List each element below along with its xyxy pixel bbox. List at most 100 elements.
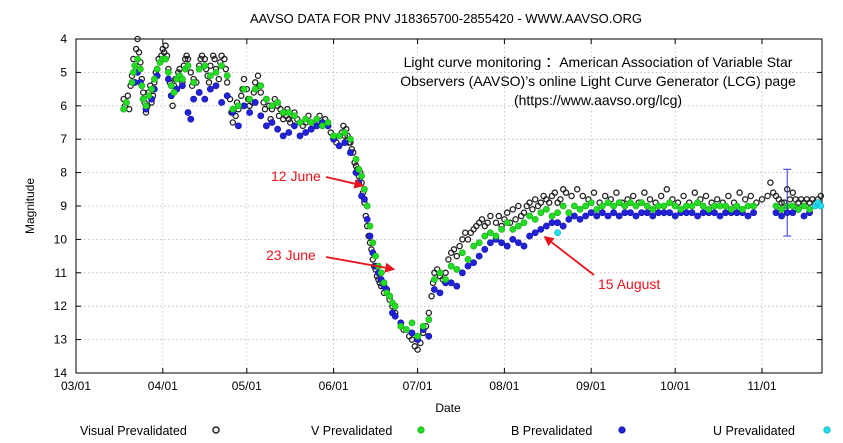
b-point xyxy=(201,95,209,103)
visual-point xyxy=(747,192,755,200)
v-point xyxy=(313,115,321,123)
b-point xyxy=(593,212,601,220)
visual-point xyxy=(201,55,209,63)
u-point xyxy=(554,229,561,237)
v-point xyxy=(279,109,287,116)
v-point xyxy=(184,62,192,70)
b-point xyxy=(464,262,472,270)
visual-point xyxy=(680,192,687,200)
b-point xyxy=(262,122,270,130)
visual-point xyxy=(492,219,500,226)
visual-point xyxy=(261,105,269,113)
b-point xyxy=(627,209,634,217)
visual-point xyxy=(428,292,435,300)
error-bars xyxy=(783,168,792,237)
visual-point xyxy=(663,186,671,193)
b-point xyxy=(744,212,752,220)
visual-point xyxy=(590,189,598,196)
b-point xyxy=(470,259,477,267)
v-point xyxy=(341,129,349,136)
b-point xyxy=(313,122,321,130)
v-point xyxy=(408,319,416,327)
v-point xyxy=(643,202,651,210)
annotation-15-august-arrow xyxy=(550,241,595,276)
b-point xyxy=(655,209,662,217)
b-point xyxy=(660,209,668,217)
b-point xyxy=(638,209,645,217)
v-point xyxy=(274,99,281,106)
visual-point xyxy=(211,55,218,63)
v-point xyxy=(464,256,472,263)
visual-point xyxy=(758,196,766,203)
annotations: 12 June 23 June 15 August xyxy=(266,168,660,292)
v-point xyxy=(419,322,427,330)
v-point xyxy=(129,69,137,76)
v-point xyxy=(548,212,556,220)
annotation-12-june-arrow xyxy=(325,176,355,185)
v-point xyxy=(503,219,511,227)
visual-point xyxy=(205,79,213,86)
b-point xyxy=(582,212,589,220)
v-point xyxy=(677,205,685,213)
v-point xyxy=(699,202,707,210)
v-point xyxy=(604,199,612,207)
visual-point xyxy=(221,55,228,63)
v-point xyxy=(571,202,578,210)
visual-point xyxy=(209,52,217,59)
b-point xyxy=(699,209,707,217)
v-point xyxy=(134,55,141,63)
visual-point xyxy=(789,189,797,196)
visual-point xyxy=(713,196,721,203)
v-point xyxy=(142,102,150,110)
visual-point xyxy=(135,49,143,56)
v-point xyxy=(543,205,550,213)
visual-point xyxy=(254,72,262,79)
b-point xyxy=(486,239,494,247)
v-point xyxy=(722,202,729,210)
legend: Visual Prevalidated V Prevalidated B Pre… xyxy=(80,424,831,438)
b-point xyxy=(257,112,265,120)
b-point xyxy=(683,209,690,217)
v-point xyxy=(178,75,186,83)
b-point xyxy=(307,125,315,133)
visual-point xyxy=(503,209,511,216)
b-point xyxy=(240,102,248,110)
visual-point xyxy=(568,192,575,200)
legend-item-b: B Prevalidated xyxy=(511,424,626,438)
v-point xyxy=(195,65,203,73)
v-point xyxy=(727,205,735,213)
b-point xyxy=(190,95,197,103)
b-point xyxy=(475,252,483,260)
v-point xyxy=(425,316,433,323)
v-point xyxy=(772,202,780,210)
v-point xyxy=(120,105,127,113)
y-axis-label: Magnitude xyxy=(23,178,37,234)
v-point xyxy=(705,205,713,213)
visual-point xyxy=(414,346,421,353)
note-line-2: Observers (AAVSO)’s online Light Curve G… xyxy=(400,73,796,89)
visual-point xyxy=(702,192,710,200)
x-tick-label: 10/01 xyxy=(660,379,690,393)
v-point xyxy=(352,155,360,163)
b-point xyxy=(436,289,444,297)
v-point xyxy=(268,102,276,110)
visual-point xyxy=(545,199,553,206)
b-point xyxy=(498,239,505,247)
v-point xyxy=(346,135,354,143)
b-point xyxy=(164,75,172,83)
legend-label-visual: Visual Prevalidated xyxy=(80,424,187,438)
b-point xyxy=(666,209,673,217)
v-point xyxy=(453,266,461,273)
b-point xyxy=(515,239,522,247)
y-tick-label: 11 xyxy=(55,266,68,280)
x-tick-label: 03/01 xyxy=(61,379,91,393)
visual-point xyxy=(629,192,637,200)
v-point xyxy=(492,232,500,240)
b-point xyxy=(335,142,343,150)
v-point xyxy=(739,205,746,213)
v-point xyxy=(212,69,220,76)
visual-point xyxy=(251,79,259,86)
x-axis: 03/01 04/01 05/01 06/01 07/01 08/01 09/01 10/01… xyxy=(61,39,777,393)
b-point xyxy=(716,212,724,220)
visual-point xyxy=(181,55,189,63)
